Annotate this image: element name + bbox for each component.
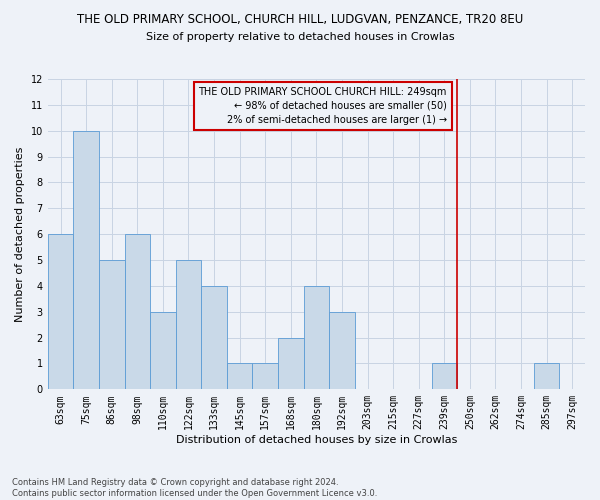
- Y-axis label: Number of detached properties: Number of detached properties: [15, 146, 25, 322]
- Text: Contains HM Land Registry data © Crown copyright and database right 2024.
Contai: Contains HM Land Registry data © Crown c…: [12, 478, 377, 498]
- Bar: [278, 338, 304, 390]
- Bar: [431, 364, 457, 390]
- Bar: [125, 234, 150, 390]
- Bar: [329, 312, 355, 390]
- Bar: [253, 364, 278, 390]
- Bar: [176, 260, 201, 390]
- Bar: [201, 286, 227, 390]
- Text: THE OLD PRIMARY SCHOOL, CHURCH HILL, LUDGVAN, PENZANCE, TR20 8EU: THE OLD PRIMARY SCHOOL, CHURCH HILL, LUD…: [77, 12, 523, 26]
- Text: Size of property relative to detached houses in Crowlas: Size of property relative to detached ho…: [146, 32, 454, 42]
- Bar: [150, 312, 176, 390]
- Bar: [48, 234, 73, 390]
- Bar: [227, 364, 253, 390]
- X-axis label: Distribution of detached houses by size in Crowlas: Distribution of detached houses by size …: [176, 435, 457, 445]
- Bar: [99, 260, 125, 390]
- Bar: [304, 286, 329, 390]
- Text: THE OLD PRIMARY SCHOOL CHURCH HILL: 249sqm
← 98% of detached houses are smaller : THE OLD PRIMARY SCHOOL CHURCH HILL: 249s…: [199, 87, 447, 125]
- Bar: [73, 130, 99, 390]
- Bar: [534, 364, 559, 390]
